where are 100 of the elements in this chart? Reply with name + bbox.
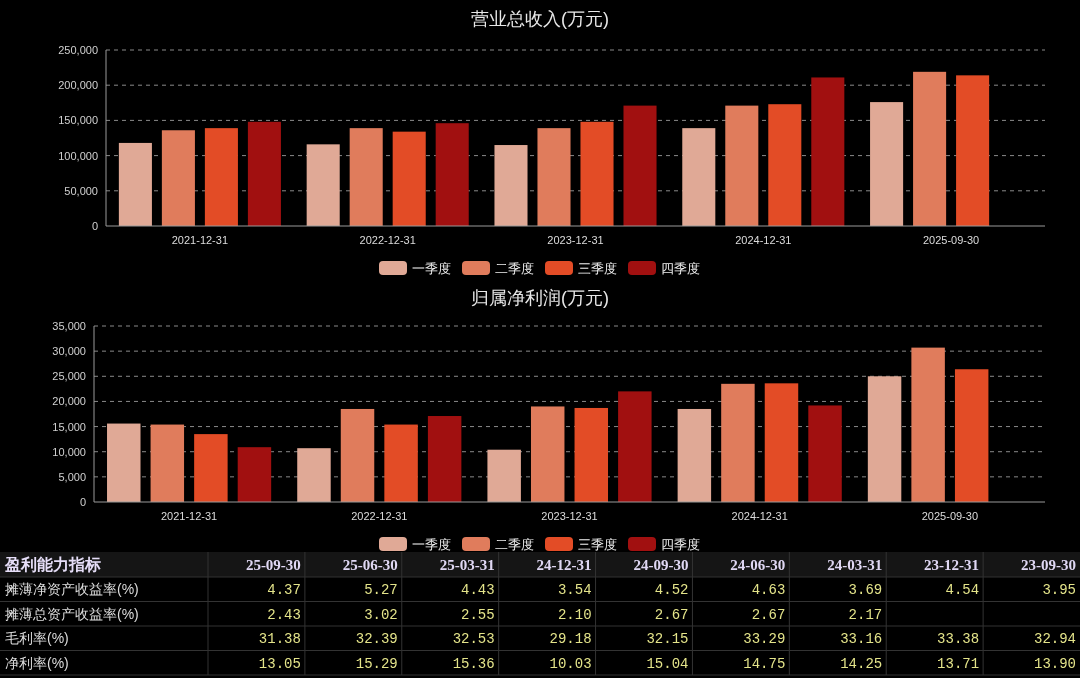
text: 摊薄总资产收益率(%) [5, 605, 139, 622]
category-label: 23-12-31 [924, 557, 980, 573]
bar [118, 142, 152, 226]
y-tick-label: 5,000 [58, 470, 86, 483]
legend-label: 三季度 [578, 537, 617, 552]
x-tick-label: 2023-12-31 [547, 234, 604, 246]
bar [725, 105, 759, 226]
bar [340, 408, 375, 502]
bar [913, 71, 947, 226]
legend-label: 一季度 [412, 537, 451, 552]
category-label: 23-09-30 [1021, 557, 1076, 573]
legend-label: 三季度 [578, 261, 617, 276]
category-label: 24-09-30 [633, 557, 689, 573]
data-label: 3.69 [848, 582, 883, 598]
data-label: 33.16 [840, 631, 883, 647]
y-tick-label: 0 [91, 220, 98, 232]
y-tick-label: 200,000 [58, 79, 98, 92]
text: 毛利率(%) [5, 630, 69, 646]
legend-label: 四季度 [661, 537, 700, 552]
data-label: 29.18 [549, 631, 592, 647]
bar [808, 405, 842, 502]
x-tick-label: 2024-12-31 [731, 510, 788, 522]
bar [580, 121, 614, 226]
bar [954, 369, 989, 502]
bar [107, 423, 141, 502]
y-tick-label: 35,000 [52, 320, 86, 332]
data-label: 4.37 [267, 582, 301, 598]
data-label: 4.54 [945, 582, 980, 598]
bar [956, 75, 990, 226]
category-label: 25-03-31 [439, 557, 495, 573]
y-tick-label: 20,000 [52, 395, 86, 408]
data-label: 2.67 [751, 606, 786, 623]
y-tick-label: 10,000 [52, 445, 86, 458]
bar [384, 424, 418, 502]
x-tick-label: 2022-12-31 [351, 510, 408, 522]
category-label: 25-06-30 [342, 557, 398, 573]
x-tick-label: 2021-12-31 [171, 234, 229, 246]
bar [768, 104, 802, 226]
data-label: 2.43 [267, 606, 301, 623]
bar [623, 105, 657, 226]
legend-label: 二季度 [495, 537, 534, 552]
bar [487, 449, 521, 502]
data-label: 4.52 [654, 582, 689, 598]
data-label: 3.54 [557, 582, 592, 598]
bar [349, 128, 383, 226]
text: 净利率(%) [5, 654, 69, 671]
data-label: 15.29 [355, 655, 398, 672]
y-tick-label: 15,000 [52, 420, 86, 433]
bar [150, 424, 185, 502]
bar [247, 121, 281, 226]
bar [618, 391, 652, 502]
y-tick-label: 30,000 [52, 345, 86, 358]
data-label: 10.03 [549, 655, 592, 672]
data-label: 5.27 [364, 582, 398, 598]
data-label: 2.17 [848, 606, 883, 623]
bar [435, 123, 469, 226]
data-label: 31.38 [258, 631, 301, 647]
y-tick-label: 50,000 [64, 184, 98, 197]
data-label: 33.29 [743, 631, 786, 647]
data-label: 32.15 [646, 631, 689, 647]
data-label: 2.10 [557, 606, 592, 623]
data-label: 4.63 [751, 582, 786, 598]
data-label: 32.53 [452, 631, 495, 647]
category-label: 24-12-31 [536, 557, 592, 573]
category-label: 24-03-31 [827, 557, 883, 573]
bar [297, 448, 331, 502]
data-label: 33.38 [937, 631, 980, 647]
data-label: 13.71 [937, 655, 980, 672]
data-label: 32.94 [1033, 631, 1076, 647]
bar [811, 77, 845, 226]
legend-label: 一季度 [412, 261, 451, 276]
data-label: 14.75 [743, 655, 786, 672]
data-label: 14.25 [840, 655, 883, 672]
bar [682, 128, 716, 226]
bar [574, 407, 609, 502]
bar [237, 447, 272, 502]
x-tick-label: 2021-12-31 [160, 510, 218, 522]
bar [537, 128, 571, 226]
bar [392, 131, 426, 226]
bar [911, 347, 945, 502]
x-tick-label: 2022-12-31 [359, 234, 416, 246]
legend-label: 二季度 [495, 261, 534, 276]
bar [194, 434, 228, 502]
data-label: 2.67 [654, 606, 689, 623]
data-label: 2.55 [461, 606, 495, 623]
x-tick-label: 2024-12-31 [735, 234, 792, 246]
y-tick-label: 0 [79, 496, 86, 508]
data-label: 15.04 [646, 655, 689, 672]
text: 摊薄净资产收益率(%) [5, 581, 139, 597]
title: 归属净利润(万元) [471, 288, 609, 308]
bar [161, 130, 195, 226]
x-tick-label: 2025-09-30 [922, 234, 980, 246]
data-label: 3.02 [364, 606, 398, 623]
y-tick-label: 250,000 [58, 44, 98, 56]
x-tick-label: 2025-09-30 [921, 510, 979, 522]
category-label: 25-09-30 [245, 557, 301, 573]
data-label: 15.36 [452, 655, 495, 672]
bar [867, 376, 902, 502]
legend-label: 四季度 [661, 261, 700, 276]
bar [870, 102, 904, 226]
